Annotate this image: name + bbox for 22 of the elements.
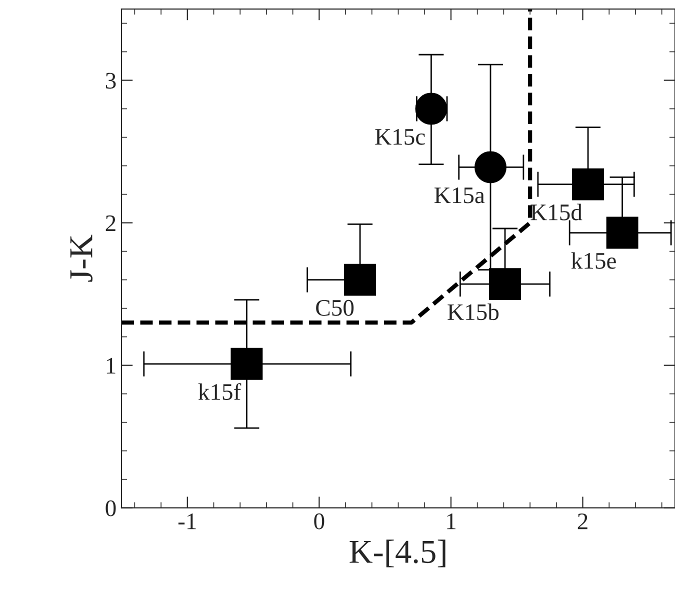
x-tick-label: -1 xyxy=(178,514,196,530)
x-tick-label: 2 xyxy=(578,513,588,530)
y-tick-label: 1 xyxy=(106,358,116,374)
annotation: k15e xyxy=(571,252,616,269)
x-tick-label: 1 xyxy=(447,514,456,530)
annotation: C50 xyxy=(316,300,354,316)
point xyxy=(572,168,604,200)
y-tick-label: 0 xyxy=(106,500,116,516)
annotation: K15b xyxy=(448,304,499,320)
point xyxy=(230,348,263,380)
point xyxy=(474,151,506,184)
y-axis-title: J-K xyxy=(70,234,93,282)
annotation: K15c xyxy=(375,129,425,145)
annotation: k15f xyxy=(198,383,242,400)
point xyxy=(489,268,521,300)
annotation: K15a xyxy=(434,187,485,204)
point xyxy=(606,216,638,249)
x-tick-label: 0 xyxy=(314,513,324,530)
point xyxy=(344,264,376,296)
y-tick-label: 2 xyxy=(106,215,116,231)
x-axis-title: K-[4.5] xyxy=(350,540,446,568)
y-tick-label: 3 xyxy=(106,72,116,89)
